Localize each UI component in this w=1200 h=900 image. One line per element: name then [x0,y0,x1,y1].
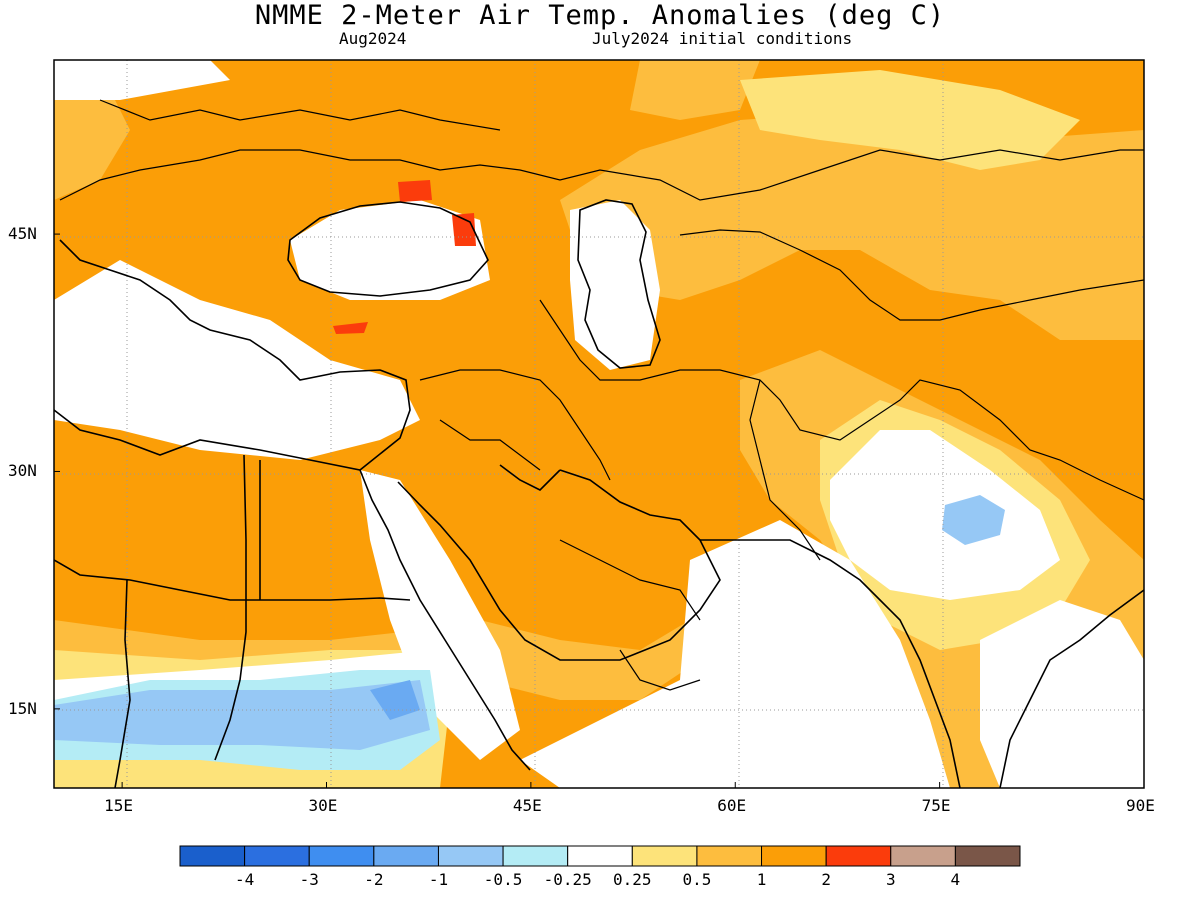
very-warm-spot-crimea [398,180,432,202]
colorbar-label: 4 [950,870,961,889]
colorbar-swatch [631,845,698,867]
colorbar-swatch [308,845,375,867]
neutral-region-north [54,60,230,100]
colorbar-label: -0.5 [483,870,523,889]
y-tick-label: 45N [8,224,37,244]
colorbar-swatch [373,845,439,867]
chart-title: NMME 2-Meter Air Temp. Anomalies (deg C) [254,0,946,31]
x-tick-label: 15E [104,796,134,815]
colorbar-label: -3 [299,870,319,889]
y-axis-ticks [54,233,60,710]
very-warm-spot-caucasus [452,213,476,246]
colorbar-label: -2 [364,870,384,889]
colorbar-swatch [179,845,246,867]
colorbar-swatch [954,845,1021,867]
colorbar-label: -1 [428,870,449,889]
neutral-region-arabian-sea [520,520,950,788]
neutral-region-caspian [570,200,660,370]
colorbar-label: -0.25 [543,870,592,889]
colorbar-label: 0.5 [682,870,712,889]
forecast-month-label: Aug2024 [339,29,407,48]
colorbar-swatch [696,845,763,867]
slight-warm-region-central-asia [740,70,1080,170]
mild-cool-region-india [942,495,1005,545]
colorbar-swatch [890,845,956,867]
colorbar-label: 3 [885,870,896,889]
mild-cool-region-africa [54,680,430,750]
mild-warm-region-north [630,60,760,120]
neutral-region-mediterranean [54,260,420,460]
very-warm-spot-anatolia [333,322,368,334]
colorbar-swatch [567,845,633,867]
colorbar-label: 1 [756,870,767,889]
map-frame [53,59,1145,789]
x-axis-ticks [121,782,1145,788]
colorbar-label: -4 [234,870,255,889]
gridlines [54,60,1144,788]
coastlines [54,199,1144,788]
x-tick-label: 90E [1126,796,1155,815]
colorbar-label: 2 [821,870,831,889]
y-tick-label: 30N [8,461,37,481]
neutral-region-black-sea [290,200,490,300]
colorbar-label: 0.25 [613,870,652,889]
x-tick-label: 60E [717,796,747,815]
colorbar-swatch [502,845,569,867]
colorbar-swatch [244,845,310,867]
country-borders [59,99,1144,691]
neutral-region-red-sea [360,470,520,760]
x-tick-label: 45E [512,796,542,815]
colorbar-swatch [761,845,827,867]
y-tick-label: 15N [8,698,37,718]
neutral-region-bengal [980,600,1144,788]
cool-region-africa [370,680,420,720]
colorbar-swatch [437,845,504,867]
x-tick-label: 75E [921,796,951,815]
initial-conditions-label: July2024 initial conditions [592,29,853,48]
mild-warm-region-east [560,110,1144,340]
colorbar [179,845,1021,867]
colorbar-swatch [825,845,892,867]
x-tick-label: 30E [308,796,338,815]
mild-warm-region-west [54,90,130,200]
